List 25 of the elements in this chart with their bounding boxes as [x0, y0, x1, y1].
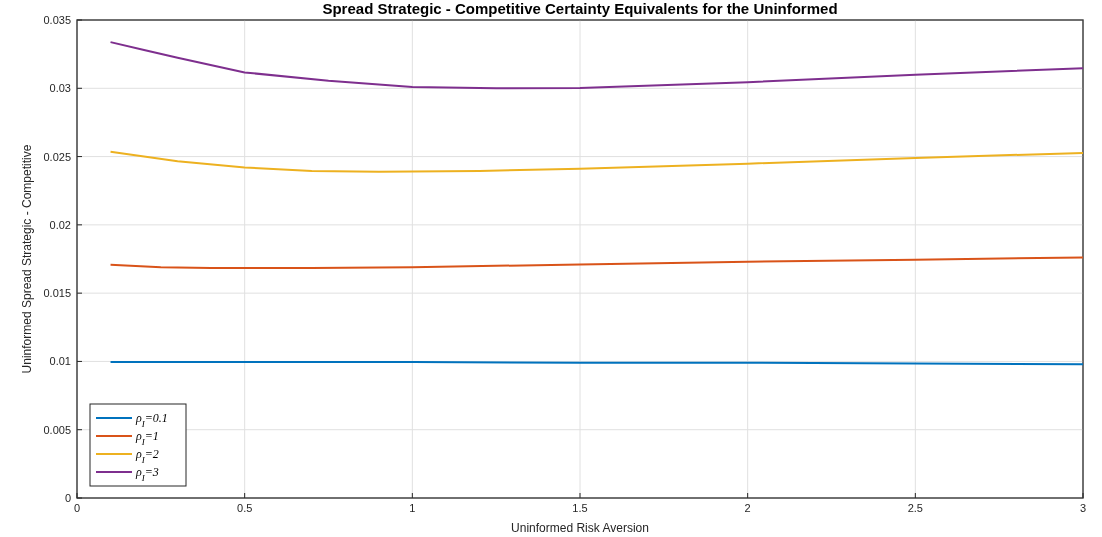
x-tick-label: 2	[744, 502, 751, 514]
legend-label: ρ$_{I}$=0.1	[135, 411, 168, 429]
y-tick-label: 0.03	[49, 82, 71, 95]
x-tick-label: 0.5	[237, 502, 253, 514]
x-tick-label: 2.5	[907, 502, 923, 514]
legend-label: ρ$_{I}$=1	[135, 429, 159, 447]
y-tick-label: 0	[64, 492, 71, 504]
y-tick-label: 0.035	[43, 14, 71, 26]
y-axis-title: Uninformed Spread Strategic - Competitive	[20, 144, 34, 374]
line-series	[109, 150, 1084, 173]
x-tick-label: 1	[409, 502, 416, 514]
x-tick-label: 1.5	[572, 502, 588, 514]
y-tick-label: 0.025	[43, 150, 71, 163]
y-tick-label: 0.015	[43, 287, 71, 300]
legend-label: ρ$_{I}$=3	[135, 465, 159, 483]
x-tick-label: 3	[1079, 502, 1087, 514]
y-tick-label: 0.02	[49, 218, 71, 231]
x-axis-title: Uninformed Risk Aversion	[511, 521, 649, 535]
legend-label: ρ$_{I}$=2	[135, 447, 159, 465]
y-tick-label: 0.01	[49, 355, 71, 368]
line-series	[109, 41, 1084, 90]
line-series	[109, 256, 1084, 269]
chart-title: Spread Strategic - Competitive Certainty Equivalents for the Uninformed	[322, 0, 838, 17]
x-tick-label: 0	[73, 502, 81, 514]
y-tick-label: 0.005	[43, 423, 71, 436]
